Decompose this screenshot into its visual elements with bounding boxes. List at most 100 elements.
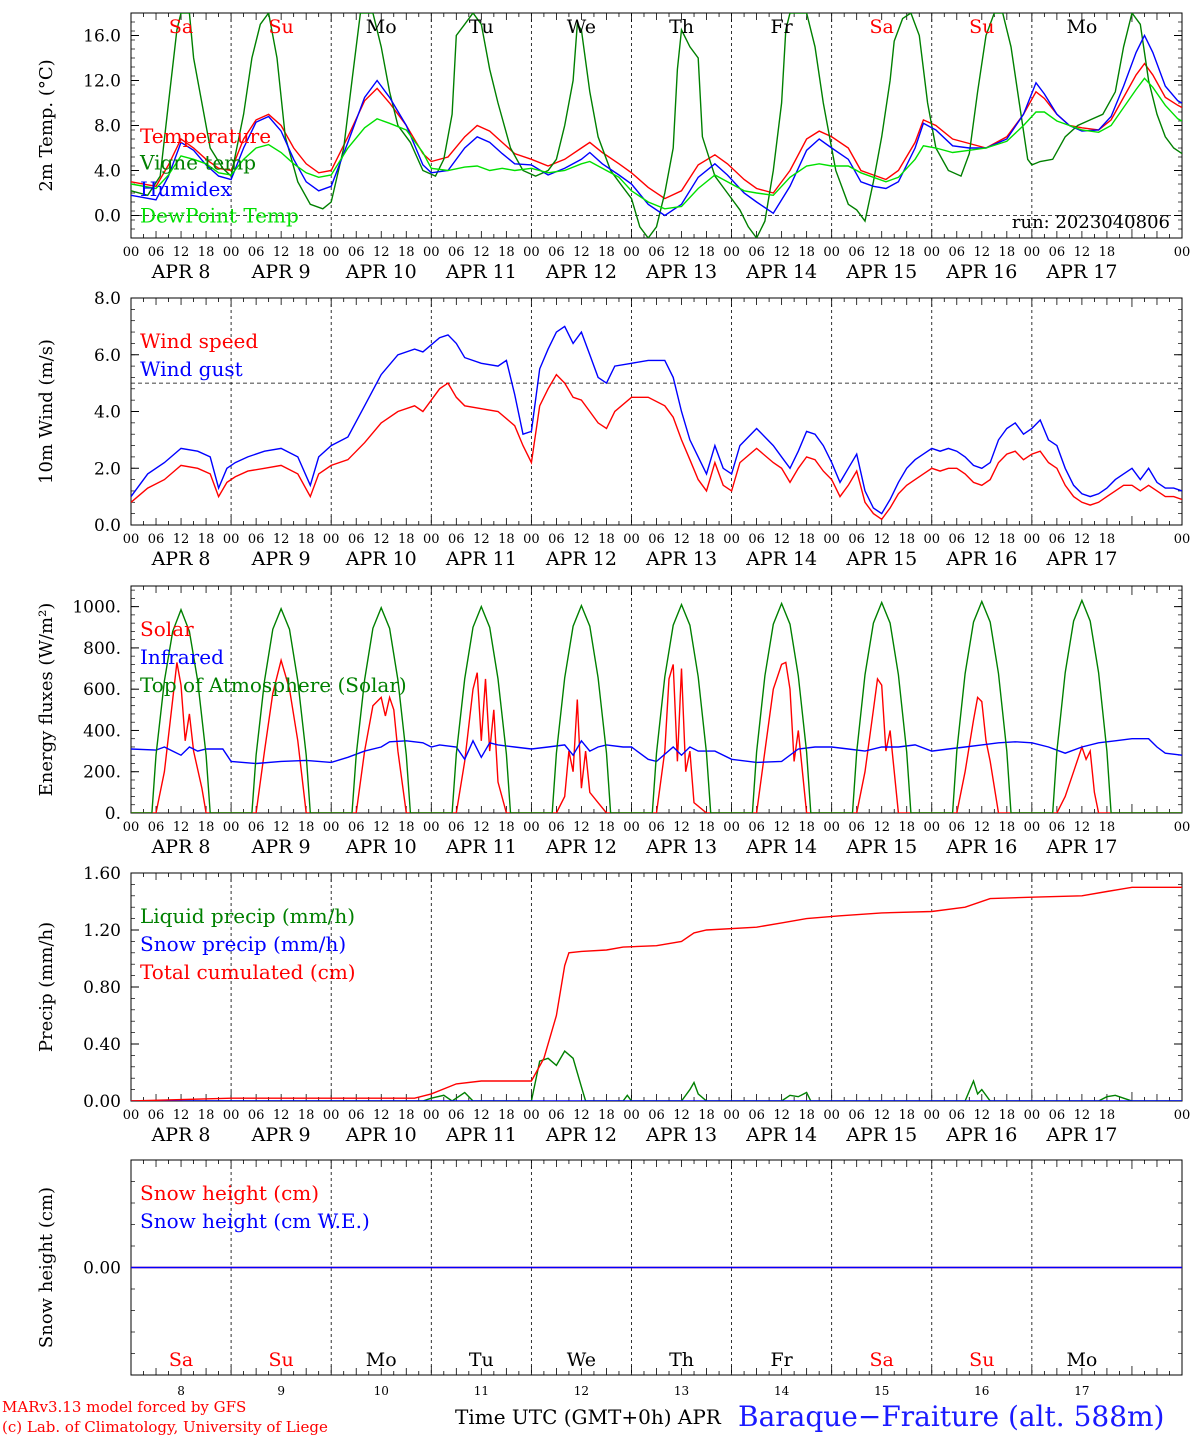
x-hour-label: 12 (573, 820, 590, 835)
x-hour-label: 18 (498, 1108, 515, 1123)
day-number-label: 11 (474, 1384, 489, 1398)
x-hour-label: 00 (923, 1108, 940, 1123)
x-date-label: APR 10 (345, 836, 417, 858)
x-date-label: APR 16 (945, 548, 1017, 570)
x-date-label: APR 17 (1045, 261, 1117, 283)
x-hour-label: 18 (1099, 1108, 1116, 1123)
x-hour-label: 00 (523, 820, 540, 835)
x-date-label: APR 13 (645, 261, 717, 283)
x-hour-label: 12 (873, 1108, 890, 1123)
x-hour-label: 00 (823, 1108, 840, 1123)
series-dewpoint-temp-line (131, 77, 1182, 210)
x-hour-label: 00 (723, 532, 740, 547)
legend-entry: Infrared (140, 645, 224, 669)
x-hour-label: 18 (798, 820, 815, 835)
x-hour-label: 18 (1099, 820, 1116, 835)
x-hour-label: 06 (348, 1108, 365, 1123)
x-hour-label: 12 (773, 532, 790, 547)
x-hour-label: 06 (648, 245, 665, 260)
x-hour-label: 12 (1074, 245, 1091, 260)
x-hour-label: 12 (974, 245, 991, 260)
y-axis-label: 10m Wind (m/s) (36, 339, 57, 484)
x-hour-label: 06 (949, 245, 966, 260)
x-hour-label: 12 (373, 245, 390, 260)
series-liquid-precip-mm-h-line (131, 1050, 1182, 1101)
y-tick-label: 4.0 (94, 403, 121, 423)
day-of-week-label: Sa (169, 16, 193, 38)
y-tick-label: 0.80 (83, 978, 121, 998)
x-hour-label: 12 (273, 820, 290, 835)
x-hour-label: 06 (748, 532, 765, 547)
x-date-label: APR 8 (151, 1124, 211, 1146)
day-of-week-label: Su (269, 1349, 294, 1371)
x-hour-label: 00 (723, 820, 740, 835)
x-hour-label: 12 (573, 1108, 590, 1123)
legend-entry: Temperature (140, 124, 271, 148)
day-of-week-label: We (567, 1349, 596, 1371)
x-hour-label: 18 (999, 820, 1016, 835)
x-hour-label: 18 (698, 820, 715, 835)
x-date-label: APR 15 (845, 1124, 917, 1146)
legend-entry: Wind gust (140, 357, 243, 381)
legend-entry: DewPoint Temp (140, 204, 299, 228)
x-hour-label: 06 (348, 820, 365, 835)
x-date-label: APR 12 (545, 548, 617, 570)
day-of-week-label: Th (669, 16, 694, 38)
x-hour-label: 18 (598, 1108, 615, 1123)
x-hour-label: 06 (1049, 820, 1066, 835)
x-hour-label: 00 (623, 532, 640, 547)
x-hour-label: 06 (548, 245, 565, 260)
x-hour-label: 00 (423, 820, 440, 835)
x-date-label: APR 11 (445, 836, 517, 858)
x-hour-label: 18 (498, 820, 515, 835)
x-hour-label: 00 (123, 1108, 140, 1123)
y-tick-label: 6.0 (94, 346, 121, 366)
station-name: Baraque−Fraiture (alt. 588m) (738, 1400, 1165, 1433)
y-tick-label: 1.60 (83, 864, 121, 884)
y-tick-label: 0.00 (83, 1259, 121, 1279)
y-axis-label: Snow height (cm) (36, 1187, 57, 1348)
x-date-label: APR 8 (151, 836, 211, 858)
x-hour-label: 12 (173, 1108, 190, 1123)
x-hour-label: 18 (598, 532, 615, 547)
x-date-label: APR 10 (345, 548, 417, 570)
x-hour-label: 00 (223, 1108, 240, 1123)
x-hour-label: 18 (999, 532, 1016, 547)
x-hour-label: 00 (523, 1108, 540, 1123)
x-hour-label: 00 (223, 532, 240, 547)
x-hour-label: 06 (248, 532, 265, 547)
x-hour-label: 12 (873, 245, 890, 260)
day-of-week-label: Mo (366, 16, 397, 38)
x-hour-label: 00 (1024, 820, 1041, 835)
x-hour-label: 06 (848, 820, 865, 835)
day-number-label: 8 (177, 1384, 185, 1398)
x-hour-label: 12 (1074, 820, 1091, 835)
y-tick-label: 0.0 (94, 516, 121, 536)
panel-5: 0.00 Snow height (cm) Snow height (cm) Snow… (36, 1159, 1183, 1398)
x-hour-label: 06 (1049, 532, 1066, 547)
legend-entry: Vigne temp (139, 151, 256, 175)
x-hour-label: 12 (974, 820, 991, 835)
y-tick-label: 4.0 (94, 162, 121, 182)
x-hour-label: 18 (898, 245, 915, 260)
panel-2: 0.0 2.0 4.0 6.0 8.0 10m Wind (m/s) Wind speed W… (36, 289, 1190, 570)
x-date-label: APR 10 (345, 1124, 417, 1146)
x-hour-label: 00 (623, 1108, 640, 1123)
x-hour-label: 00 (723, 245, 740, 260)
x-date-label: APR 11 (445, 1124, 517, 1146)
day-number-label: 15 (874, 1384, 889, 1398)
x-date-label: APR 9 (251, 1124, 311, 1146)
x-hour-label: 00 (623, 245, 640, 260)
x-hour-label: 12 (673, 1108, 690, 1123)
day-of-week-label: Tu (469, 1349, 494, 1371)
x-date-label: APR 14 (745, 1124, 817, 1146)
panel-4: 0.00 0.40 0.80 1.20 1.60 Precip (mm/h) Liquid … (36, 864, 1190, 1146)
x-hour-label: 00 (1174, 245, 1191, 260)
series-top-of-atmosphere-solar-line (131, 598, 1182, 813)
x-hour-label: 12 (673, 820, 690, 835)
x-hour-label: 00 (223, 245, 240, 260)
x-hour-label: 00 (723, 1108, 740, 1123)
x-hour-label: 12 (873, 820, 890, 835)
x-hour-label: 12 (773, 245, 790, 260)
x-hour-label: 06 (1049, 245, 1066, 260)
